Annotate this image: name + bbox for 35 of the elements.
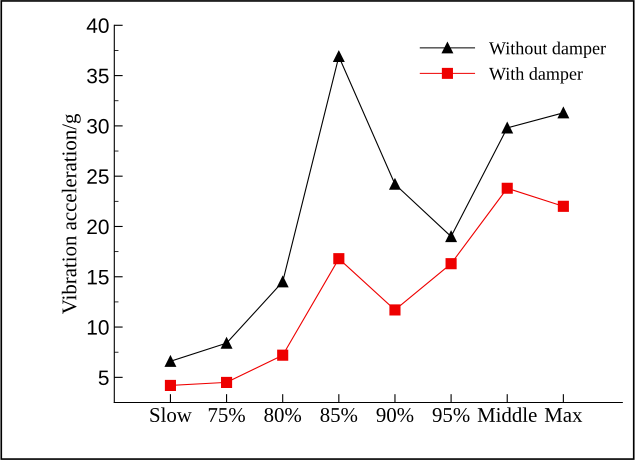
- legend-label: With damper: [488, 67, 583, 84]
- point: [333, 253, 344, 264]
- x-tick-label: 95%: [432, 408, 470, 422]
- point: [502, 122, 513, 134]
- y-tick-label: 40: [86, 18, 109, 34]
- y-tick-label: 5: [98, 370, 109, 386]
- point: [558, 107, 569, 118]
- legend-label: Without damper: [488, 42, 606, 58]
- point: [446, 258, 457, 270]
- y-tick-label: 35: [87, 68, 109, 84]
- x-tick-label: Middle: [478, 407, 537, 422]
- point: [277, 276, 288, 288]
- x-tick-label: 90%: [376, 408, 414, 422]
- x-tick-label: 80%: [264, 408, 302, 422]
- y-tick-label: 20: [87, 219, 109, 234]
- point: [333, 50, 344, 62]
- y-tick-label: 10: [88, 320, 109, 335]
- point: [389, 178, 401, 190]
- point: [389, 304, 401, 316]
- x-tick-label: 85%: [320, 408, 358, 422]
- y-axis-title: Vibration acceleration/g: [62, 114, 81, 314]
- point: [277, 350, 288, 361]
- point: [221, 338, 232, 349]
- point: [164, 380, 176, 391]
- x-tick-label: Slow: [150, 407, 192, 422]
- point: [164, 356, 176, 367]
- y-tick-label: 25: [87, 169, 109, 184]
- point: [502, 182, 513, 194]
- point: [446, 230, 457, 242]
- x-tick-label: Max: [544, 408, 582, 422]
- point: [558, 200, 569, 212]
- y-tick-label: 15: [88, 270, 109, 285]
- y-tick-label: 30: [87, 118, 109, 134]
- point: [221, 376, 232, 388]
- x-tick-label: 75%: [208, 408, 245, 422]
